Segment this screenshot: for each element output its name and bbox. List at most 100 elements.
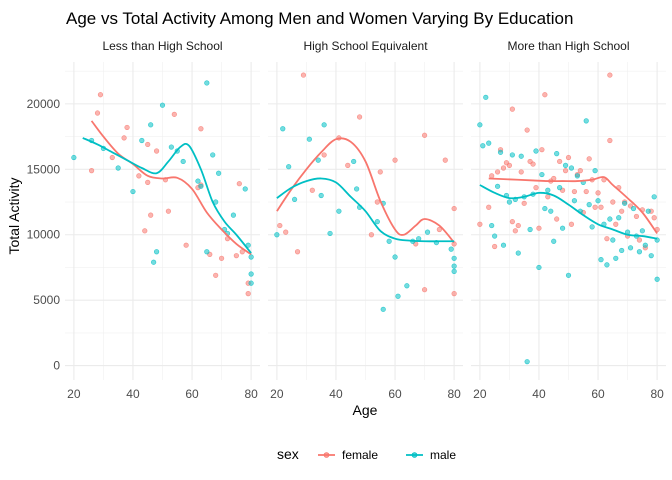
data-point-male: [645, 208, 651, 214]
data-point-male: [451, 268, 457, 274]
data-point-female: [521, 200, 527, 206]
x-tick-label: 60: [185, 387, 199, 401]
data-point-male: [291, 196, 298, 203]
data-point-male: [583, 118, 589, 124]
data-point-female: [633, 213, 640, 220]
data-point-female: [598, 204, 604, 210]
data-point-female: [509, 106, 515, 112]
x-tick-label: 80: [650, 387, 664, 401]
data-point-male: [198, 183, 204, 189]
data-point-male: [151, 259, 157, 265]
legend-key-point-male: [411, 452, 418, 458]
data-point-female: [533, 185, 539, 191]
data-point-female: [442, 157, 448, 163]
data-point-male: [451, 255, 457, 261]
data-point-female: [536, 225, 542, 231]
data-point-male: [424, 229, 431, 235]
data-point-male: [636, 249, 643, 255]
data-point-female: [142, 228, 148, 234]
data-point-female: [554, 216, 560, 222]
smooth-line-female: [276, 137, 455, 244]
data-point-female: [542, 92, 548, 98]
data-point-female: [321, 152, 327, 158]
x-tick-label: 80: [447, 387, 461, 401]
facet-panel: Less than High School 20 40 60 80: [65, 39, 260, 401]
legend-key-point-female: [323, 452, 330, 458]
data-point-male: [153, 249, 160, 255]
data-point-male: [527, 226, 533, 233]
data-point-female: [233, 253, 239, 259]
data-point-female: [183, 242, 189, 248]
data-point-female: [595, 190, 601, 196]
data-point-female: [153, 148, 160, 154]
data-point-male: [386, 238, 392, 244]
data-point-male: [518, 153, 524, 159]
data-point-male: [168, 144, 174, 150]
data-point-male: [506, 199, 513, 205]
data-point-female: [515, 222, 521, 229]
data-point-female: [477, 221, 483, 227]
data-point-male: [574, 173, 580, 179]
x-tick-label: 20: [473, 387, 487, 401]
legend-label-female: female: [342, 448, 378, 462]
x-tick-label: 40: [329, 387, 343, 401]
data-point-male: [242, 186, 248, 192]
data-point-male: [648, 253, 654, 259]
data-point-female: [562, 168, 569, 174]
data-point-male: [71, 154, 77, 161]
data-point-male: [315, 157, 321, 163]
data-point-female: [356, 114, 363, 120]
y-tick-label: 20000: [27, 97, 61, 111]
data-point-female: [198, 126, 204, 132]
y-axis: 0 5000 10000 15000 20000: [27, 97, 61, 373]
data-point-male: [539, 171, 545, 178]
data-point-male: [274, 232, 280, 238]
data-point-male: [248, 280, 254, 286]
data-point-male: [195, 178, 201, 184]
data-point-female: [539, 147, 545, 153]
data-point-male: [448, 246, 454, 252]
data-point-male: [392, 254, 398, 260]
data-point-male: [321, 122, 327, 128]
data-point-female: [530, 161, 536, 167]
data-point-female: [489, 173, 495, 179]
x-tick-label: 80: [244, 387, 258, 401]
data-point-female: [492, 243, 498, 250]
data-point-female: [345, 162, 351, 168]
data-point-male: [515, 250, 521, 256]
data-point-female: [619, 208, 625, 214]
data-point-female: [571, 188, 578, 195]
data-point-female: [145, 141, 151, 148]
data-point-male: [630, 205, 637, 212]
smooth-line-male: [479, 184, 658, 240]
data-point-female: [524, 127, 530, 133]
data-point-female: [551, 175, 557, 182]
data-point-female: [568, 221, 575, 227]
x-tick-label: 40: [126, 387, 140, 401]
data-point-male: [306, 136, 312, 142]
data-point-female: [486, 204, 492, 210]
data-point-female: [218, 255, 225, 261]
data-point-male: [651, 194, 657, 200]
data-point-male: [480, 143, 486, 149]
facet-panel: High School Equivalent 20 40 60 80: [268, 39, 463, 401]
data-point-female: [565, 154, 572, 161]
data-point-female: [392, 157, 398, 163]
data-point-male: [497, 149, 504, 155]
data-point-male: [486, 140, 492, 146]
data-point-male: [616, 215, 622, 221]
data-point-male: [559, 225, 566, 231]
data-point-male: [280, 126, 286, 132]
data-point-female: [436, 226, 442, 233]
data-point-male: [451, 263, 457, 269]
data-point-male: [542, 205, 548, 212]
data-point-female: [500, 165, 507, 171]
data-point-male: [336, 208, 342, 214]
data-point-male: [286, 164, 292, 170]
data-point-female: [636, 237, 643, 243]
y-tick-label: 10000: [27, 228, 61, 242]
data-point-female: [165, 208, 172, 214]
smooth-line-female: [90, 120, 252, 256]
data-point-female: [368, 232, 375, 238]
